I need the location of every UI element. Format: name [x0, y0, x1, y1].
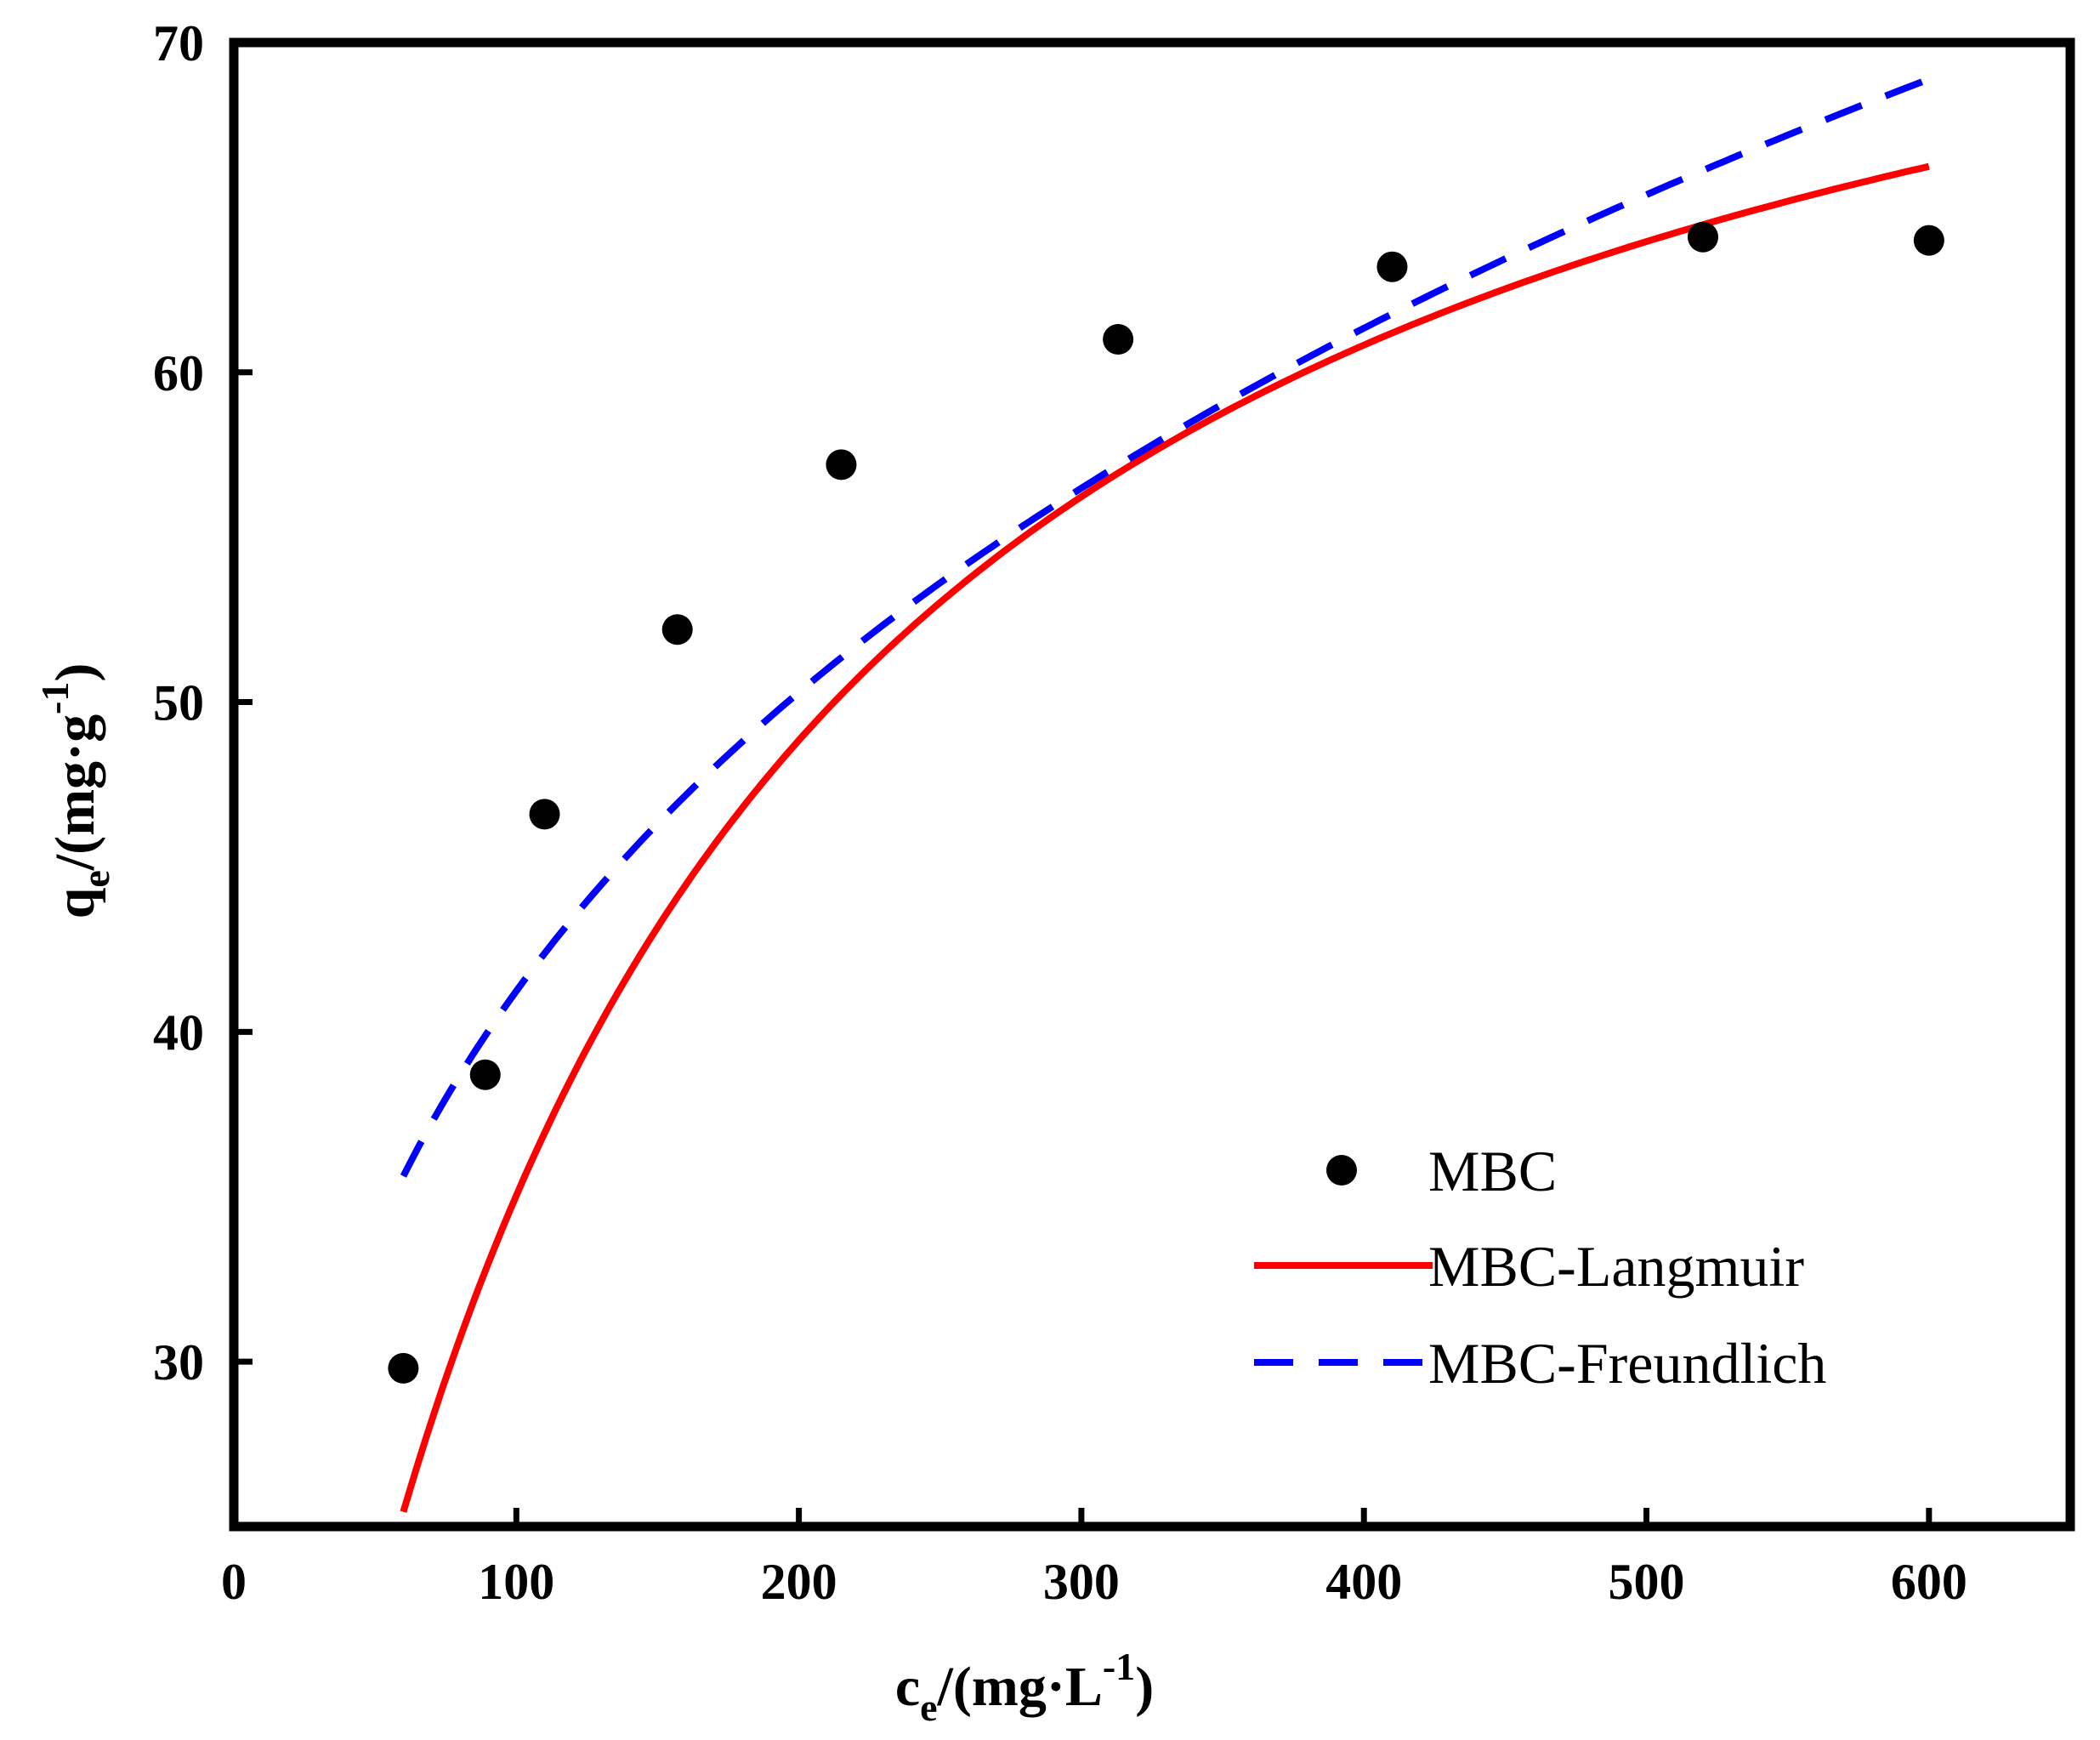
y-tick-label: 30: [153, 1334, 204, 1390]
x-tick-label: 400: [1325, 1554, 1402, 1610]
legend: MBC MBC-Langmuir MBC-Freundlich: [1254, 1139, 1826, 1396]
mbc-data-point: [1688, 221, 1718, 253]
y-axis-title: qe/(mg·g-1): [33, 663, 117, 919]
langmuir-fit-line: [400, 162, 1930, 1513]
data-points: [388, 221, 1944, 1384]
x-tick-label: 0: [221, 1554, 247, 1610]
y-tick-label: 70: [153, 15, 204, 71]
x-tick-label: 100: [478, 1554, 554, 1610]
legend-label-langmuir: MBC-Langmuir: [1428, 1234, 1804, 1299]
plot-frame: [229, 37, 2075, 1532]
x-axis-title: ce/(mg·L-1): [895, 1645, 1154, 1729]
y-tick-label: 60: [153, 345, 204, 401]
mbc-data-point: [826, 449, 857, 480]
x-tick-label: 300: [1043, 1554, 1120, 1610]
freundlich-fit-line: [400, 76, 1931, 1178]
y-axis-ticks: 30 40 50 60 70: [153, 15, 253, 1390]
legend-marker-mbc: [1326, 1155, 1357, 1186]
mbc-data-point: [1103, 324, 1134, 355]
y-tick-label: 50: [153, 675, 204, 731]
x-tick-label: 600: [1891, 1554, 1967, 1610]
legend-label-freundlich: MBC-Freundlich: [1428, 1331, 1826, 1396]
legend-label-mbc: MBC: [1428, 1139, 1557, 1203]
fit-curves: [400, 76, 1931, 1513]
x-tick-label: 500: [1609, 1554, 1685, 1610]
mbc-data-point: [388, 1352, 419, 1384]
mbc-data-point: [469, 1059, 501, 1090]
mbc-data-point: [1376, 251, 1408, 282]
x-axis-ticks: 0 100 200 300 400 500 600: [221, 1508, 1967, 1610]
mbc-data-point: [1913, 225, 1944, 256]
plot-area: [388, 76, 1944, 1513]
mbc-data-point: [529, 799, 560, 830]
mbc-data-point: [661, 614, 693, 645]
x-tick-label: 200: [761, 1554, 837, 1610]
y-tick-label: 40: [153, 1004, 204, 1060]
